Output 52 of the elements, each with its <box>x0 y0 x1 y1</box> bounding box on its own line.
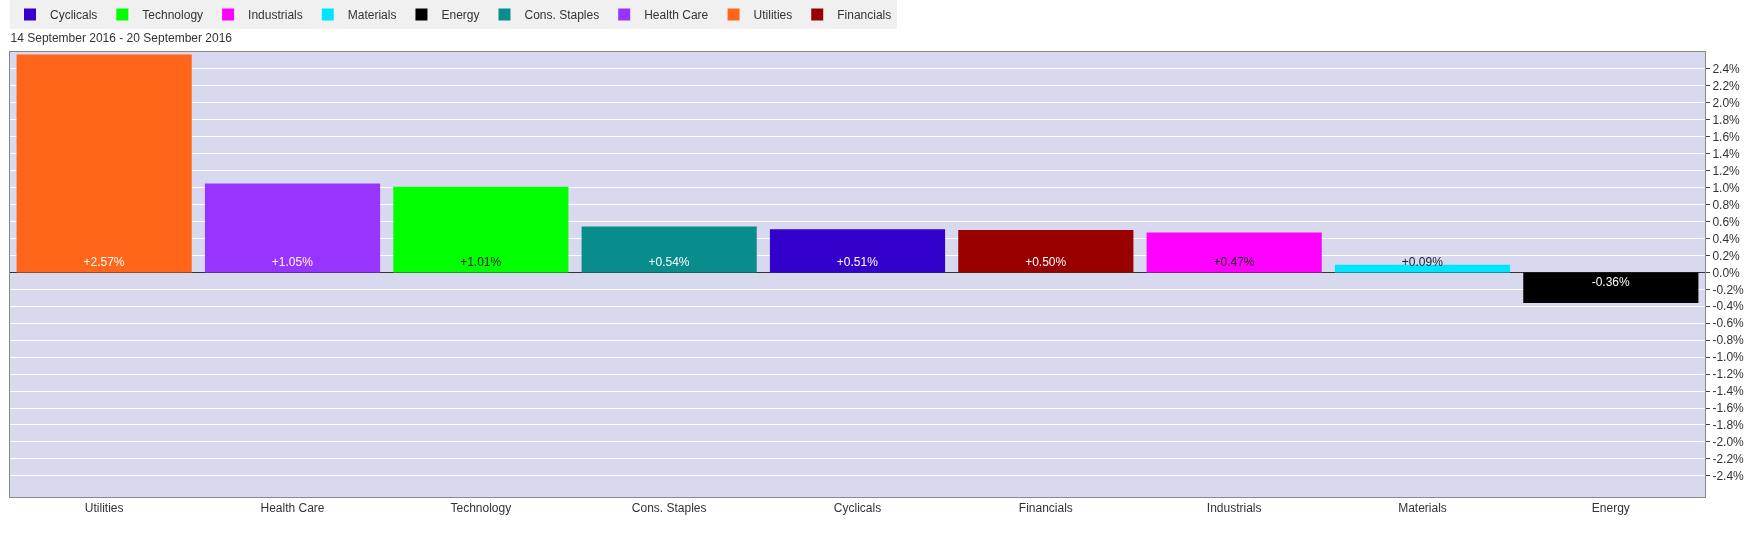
legend-label: Materials <box>347 8 397 23</box>
y-tick-label: -1.0% <box>1712 350 1745 365</box>
legend-label: Financials <box>837 8 892 23</box>
y-tick-label: 2.0% <box>1712 96 1741 111</box>
y-tick-label: 1.2% <box>1712 163 1741 178</box>
data-label: +2.57% <box>83 255 125 270</box>
x-tick-label: Energy <box>1591 501 1630 516</box>
y-tick-label: -2.4% <box>1712 469 1745 484</box>
chart-title: 14 September 2016 - 20 September 2016 <box>10 31 233 46</box>
y-tick-label: -0.2% <box>1712 282 1745 297</box>
data-label: -0.36% <box>1591 275 1631 290</box>
data-label: +1.01% <box>460 255 502 270</box>
data-label: +0.51% <box>836 255 879 270</box>
y-tick-label: -0.6% <box>1712 316 1745 331</box>
y-tick-label: 1.0% <box>1712 180 1741 195</box>
y-tick-label: 1.8% <box>1712 113 1741 128</box>
y-tick-label: -1.2% <box>1712 367 1745 382</box>
y-tick-label: 1.6% <box>1712 129 1741 144</box>
x-tick-label: Financials <box>1018 501 1073 516</box>
x-tick-label: Technology <box>450 501 512 516</box>
y-tick-label: 0.2% <box>1712 248 1741 263</box>
y-tick-label: 0.8% <box>1712 197 1741 212</box>
legend-label: Energy <box>441 8 480 23</box>
y-tick-label: -2.2% <box>1712 452 1745 467</box>
y-tick-label: 0.4% <box>1712 231 1741 246</box>
x-tick-label: Materials <box>1398 501 1447 516</box>
x-tick-label: Cons. Staples <box>631 501 707 516</box>
legend-label: Cyclicals <box>50 8 98 23</box>
legend-label: Cons. Staples <box>524 8 600 23</box>
y-tick-label: 2.4% <box>1712 62 1741 77</box>
y-tick-label: -1.8% <box>1712 418 1745 433</box>
data-label: +0.47% <box>1213 255 1255 270</box>
legend-label: Industrials <box>248 8 303 23</box>
x-tick-label: Utilities <box>84 501 124 516</box>
y-tick-label: -0.4% <box>1712 299 1745 314</box>
x-tick-label: Cyclicals <box>833 501 882 516</box>
y-tick-label: 1.4% <box>1712 146 1741 161</box>
y-tick-label: 2.2% <box>1712 79 1741 94</box>
legend-label: Technology <box>142 8 204 23</box>
legend-label: Utilities <box>753 8 793 23</box>
y-tick-label: -2.0% <box>1712 435 1745 450</box>
y-tick-label: 0.6% <box>1712 214 1741 229</box>
x-tick-label: Industrials <box>1206 501 1262 516</box>
legend-label: Health Care <box>644 8 709 23</box>
data-label: +0.54% <box>648 255 690 270</box>
data-label: +1.05% <box>271 255 314 270</box>
data-label: +0.50% <box>1025 255 1067 270</box>
y-tick-label: -1.6% <box>1712 401 1745 416</box>
y-tick-label: -0.8% <box>1712 333 1745 348</box>
y-tick-label: 0.0% <box>1712 265 1741 280</box>
x-tick-label: Health Care <box>260 501 325 516</box>
y-tick-label: -1.4% <box>1712 384 1745 399</box>
